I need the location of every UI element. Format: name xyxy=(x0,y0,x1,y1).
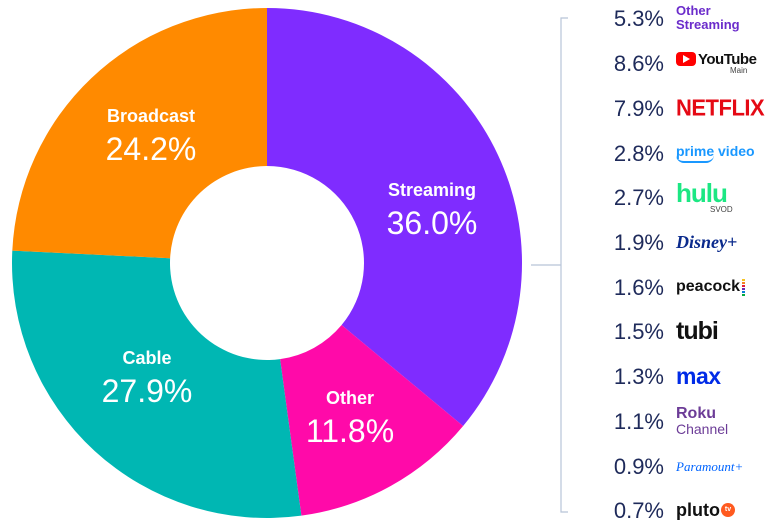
breakdown-value: 0.7% xyxy=(613,498,664,523)
breakdown-row-paramount-plus: 0.9% Paramount+ xyxy=(596,451,766,481)
breakdown-row-disney-plus: 1.9% Disney+ xyxy=(596,227,766,257)
slice-cable xyxy=(12,250,302,518)
breakdown-value: 8.6% xyxy=(613,51,664,76)
slice-label-cable: Cable xyxy=(122,348,171,368)
breakdown-row-pluto-tv: 0.7% pluto tv xyxy=(596,495,766,525)
breakdown-value: 0.9% xyxy=(613,454,664,479)
slice-value-streaming: 36.0% xyxy=(387,205,478,241)
peacock-logo: peacock xyxy=(676,272,766,302)
peacock-dot xyxy=(742,290,746,293)
slice-other xyxy=(280,324,464,516)
breakdown-value: 7.9% xyxy=(613,96,664,121)
breakdown-row-peacock: 1.6% peacock xyxy=(596,272,766,302)
breakdown-value: 1.5% xyxy=(613,319,664,344)
breakdown-row-hulu: 2.7% hulu SVOD xyxy=(596,178,766,214)
slice-value-other: 11.8% xyxy=(306,413,394,449)
breakdown-value: 1.9% xyxy=(613,230,664,255)
peacock-dots-icon xyxy=(742,278,746,296)
peacock-dot xyxy=(742,281,746,284)
slice-label-broadcast: Broadcast xyxy=(107,106,195,126)
breakdown-row-prime-video: 2.8% prime video xyxy=(596,138,766,168)
pluto-tv-badge: tv xyxy=(720,503,735,517)
youtube-logo: YouTube Main xyxy=(676,48,766,78)
breakdown-row-other-streaming: 5.3% Other Streaming xyxy=(596,3,766,33)
slice-label-streaming: Streaming xyxy=(388,180,476,200)
slice-value-broadcast: 24.2% xyxy=(106,131,197,167)
breakdown-value: 2.8% xyxy=(613,141,664,166)
breakdown-value: 2.7% xyxy=(613,185,664,210)
breakdown-row-max: 1.3% max xyxy=(596,361,766,391)
pluto-tv-logo: pluto tv xyxy=(676,495,766,525)
peacock-dot xyxy=(742,287,746,290)
prime-video-logo: prime video xyxy=(676,138,766,168)
breakdown-row-netflix: 7.9% NETFLIX xyxy=(596,93,766,123)
slice-label-other: Other xyxy=(326,388,374,408)
netflix-logo: NETFLIX xyxy=(676,94,765,121)
breakdown-value: 1.1% xyxy=(613,409,664,434)
breakdown-row-youtube: 8.6% YouTube Main xyxy=(596,48,766,78)
slice-streaming xyxy=(267,8,523,426)
breakdown-value: 1.3% xyxy=(613,364,664,389)
roku-channel-logo: Roku Channel xyxy=(676,405,729,437)
prime-smile-icon xyxy=(676,155,714,163)
peacock-dot xyxy=(742,293,746,296)
breakdown-row-tubi: 1.5% tubi xyxy=(596,316,766,346)
peacock-dot xyxy=(742,278,746,281)
donut-chart: Streaming 36.0% Other 11.8% Cable 27.9% Broadc… xyxy=(12,8,523,518)
disney-plus-logo: Disney+ xyxy=(676,232,738,252)
breakdown-value: 5.3% xyxy=(613,6,664,31)
slice-value-cable: 27.9% xyxy=(102,373,193,409)
peacock-dot xyxy=(742,284,746,287)
youtube-play-icon xyxy=(676,52,696,66)
breakdown-row-roku-channel: 1.1% Roku Channel xyxy=(596,405,766,437)
tubi-logo: tubi xyxy=(676,316,719,345)
other-streaming-logo: Other Streaming xyxy=(676,3,740,32)
paramount-plus-logo: Paramount+ xyxy=(676,458,744,474)
breakdown-value: 1.6% xyxy=(613,275,664,300)
hulu-logo: hulu SVOD xyxy=(676,178,733,214)
slice-broadcast xyxy=(12,8,267,259)
max-logo: max xyxy=(676,362,721,389)
